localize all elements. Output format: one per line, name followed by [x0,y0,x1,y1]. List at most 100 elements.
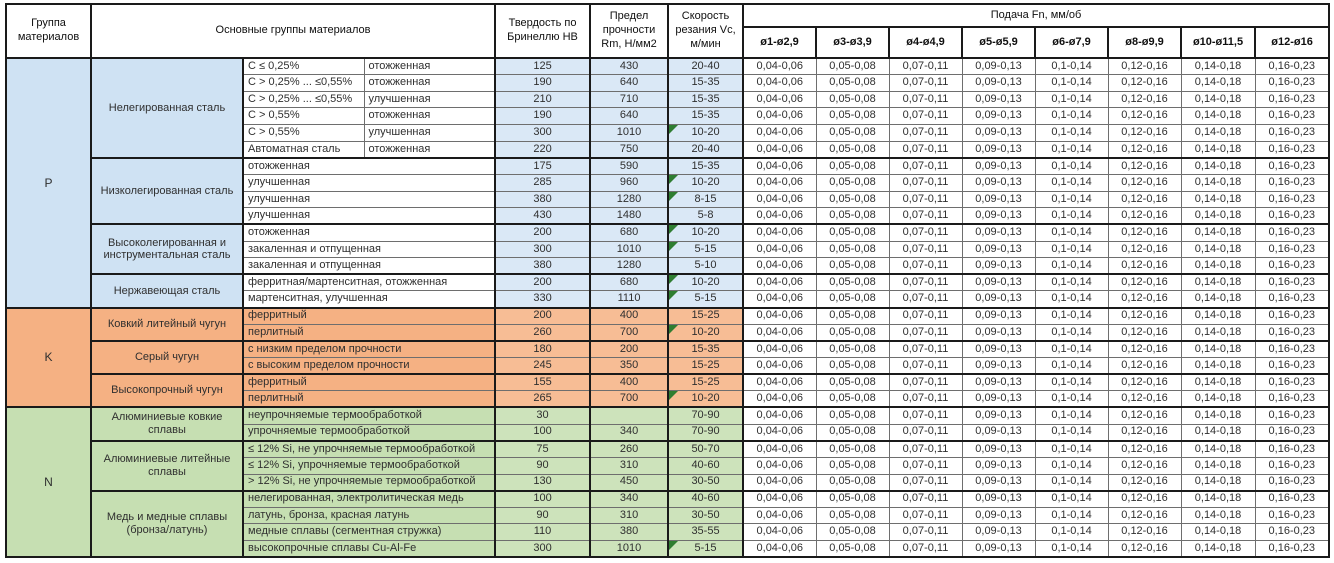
feed-value: 0,05-0,08 [815,439,890,458]
feed-value: 0,07-0,11 [888,339,963,359]
feed-value: 0,14-0,18 [1180,323,1256,342]
material-family-name: Алюминиевые ковкие сплавы [90,406,244,442]
feed-value: 0,16-0,23 [1254,390,1330,408]
table-body: P Нелегированная сталь C ≤ 0,25% отожженная… [5,57,1330,558]
feed-value: 0,05-0,08 [815,57,890,76]
feed-value: 0,1-0,14 [1034,357,1109,375]
feed-value: 0,09-0,13 [961,74,1036,92]
strength-value: 430 [589,57,670,76]
feed-value: 0,12-0,16 [1107,506,1182,525]
feed-value: 0,04-0,06 [742,390,817,408]
feed-value: 0,05-0,08 [815,257,890,275]
feed-value: 0,04-0,06 [742,74,817,92]
table-row: N Алюминиевые ковкие сплавы неупрочняемые … [5,406,1330,558]
feed-value: 0,1-0,14 [1034,156,1109,175]
feed-value: 0,12-0,16 [1107,156,1182,175]
table-row: с высоким пределом прочности 245 350 15-25 0… [6,357,1330,375]
feed-value: 0,04-0,06 [742,306,817,325]
material-group-code: K [5,306,92,408]
feed-value: 0,1-0,14 [1034,140,1109,159]
feed-value: 0,05-0,08 [815,423,890,442]
feed-value: 0,05-0,08 [815,523,890,542]
feed-value: 0,16-0,23 [1254,173,1330,192]
feed-value: 0,12-0,16 [1107,357,1182,375]
feed-value: 0,1-0,14 [1034,57,1109,76]
feed-value: 0,1-0,14 [1034,489,1109,508]
strength-value: 310 [589,506,670,525]
material-condition: ≤ 12% Si, не упрочняемые термообработкой [242,439,497,458]
feed-value: 0,1-0,14 [1034,107,1109,126]
feed-value: 0,16-0,23 [1254,140,1330,159]
material-condition: высокопрочные сплавы Cu-Al-Fe [242,540,497,558]
feed-value: 0,1-0,14 [1034,74,1109,92]
feed-value: 0,12-0,16 [1107,273,1182,292]
feed-diameter-header: ø5-ø5,9 [961,26,1037,59]
feed-value: 0,14-0,18 [1180,523,1256,542]
material-condition-part1: C ≤ 0,25% [242,57,365,76]
table-row: улучшенная 430 1480 5-8 0,04-0,06 0,05-0,08 0,… [6,207,1330,225]
hardness-value: 265 [494,390,592,408]
strength-value: 1110 [589,290,670,309]
material-condition: мартенситная, улучшенная [242,290,497,309]
material-family-name: Медь и медные сплавы (бронза/латунь) [90,489,244,558]
note-corner-marker-icon [669,391,679,401]
col-header-strength: Предел прочности Rm, Н/мм2 [589,3,670,59]
feed-value: 0,16-0,23 [1254,74,1330,92]
feed-value: 0,04-0,06 [742,156,817,175]
hardness-value: 180 [494,339,592,359]
feed-value: 0,14-0,18 [1180,339,1256,359]
feed-value: 0,07-0,11 [888,406,963,425]
table-row: высокопрочные сплавы Cu-Al-Fe 300 1010 5-15… [6,540,1330,558]
hardness-value: 330 [494,290,592,309]
feed-value: 0,04-0,06 [742,273,817,292]
material-condition: закаленная и отпущенная [242,257,497,275]
feed-value: 0,16-0,23 [1254,223,1330,242]
strength-value: 400 [589,306,670,325]
feed-value: 0,09-0,13 [961,273,1036,292]
feed-value: 0,09-0,13 [961,390,1036,408]
feed-value: 0,09-0,13 [961,190,1036,209]
feed-value: 0,04-0,06 [742,323,817,342]
material-group-code: N [5,406,92,558]
feed-value: 0,1-0,14 [1034,306,1109,325]
feed-value: 0,1-0,14 [1034,523,1109,542]
feed-value: 0,09-0,13 [961,489,1036,508]
strength-value: 590 [589,156,670,175]
strength-value: 1480 [589,207,670,225]
material-condition: ферритная/мартенситная, отожженная [242,273,497,292]
feed-value: 0,14-0,18 [1180,74,1256,92]
feed-value: 0,12-0,16 [1107,240,1182,259]
strength-value: 260 [589,439,670,458]
feed-value: 0,14-0,18 [1180,273,1256,292]
feed-value: 0,09-0,13 [961,240,1036,259]
material-condition-part1: C > 0,55% [242,107,365,126]
feed-value: 0,16-0,23 [1254,473,1330,492]
feed-value: 0,07-0,11 [888,124,963,142]
cutting-speed-value: 15-35 [667,107,745,126]
strength-value: 680 [589,223,670,242]
feed-value: 0,05-0,08 [815,489,890,508]
feed-value: 0,04-0,06 [742,439,817,458]
cutting-speed-value: 40-60 [667,456,745,475]
feed-value: 0,07-0,11 [888,90,963,109]
feed-value: 0,14-0,18 [1180,423,1256,442]
feed-value: 0,14-0,18 [1180,390,1256,408]
feed-value: 0,07-0,11 [888,523,963,542]
feed-value: 0,07-0,11 [888,506,963,525]
cutting-speed-value: 15-35 [667,156,745,175]
feed-value: 0,04-0,06 [742,489,817,508]
feed-value: 0,12-0,16 [1107,140,1182,159]
material-condition: перлитный [242,390,497,408]
feed-value: 0,16-0,23 [1254,240,1330,259]
feed-value: 0,07-0,11 [888,207,963,225]
note-corner-marker-icon [669,276,679,285]
feed-value: 0,04-0,06 [742,57,817,76]
feed-value: 0,16-0,23 [1254,540,1330,558]
feed-value: 0,05-0,08 [815,90,890,109]
material-family-name: Ковкий литейный чугун [90,306,244,342]
table-row: Алюминиевые литейные сплавы ≤ 12% Si, не … [6,439,1330,492]
hardness-value: 380 [494,190,592,209]
material-condition: отожженная [242,156,497,175]
col-header-speed: Скорость резания Vc, м/мин [667,3,745,59]
feed-value: 0,07-0,11 [888,489,963,508]
